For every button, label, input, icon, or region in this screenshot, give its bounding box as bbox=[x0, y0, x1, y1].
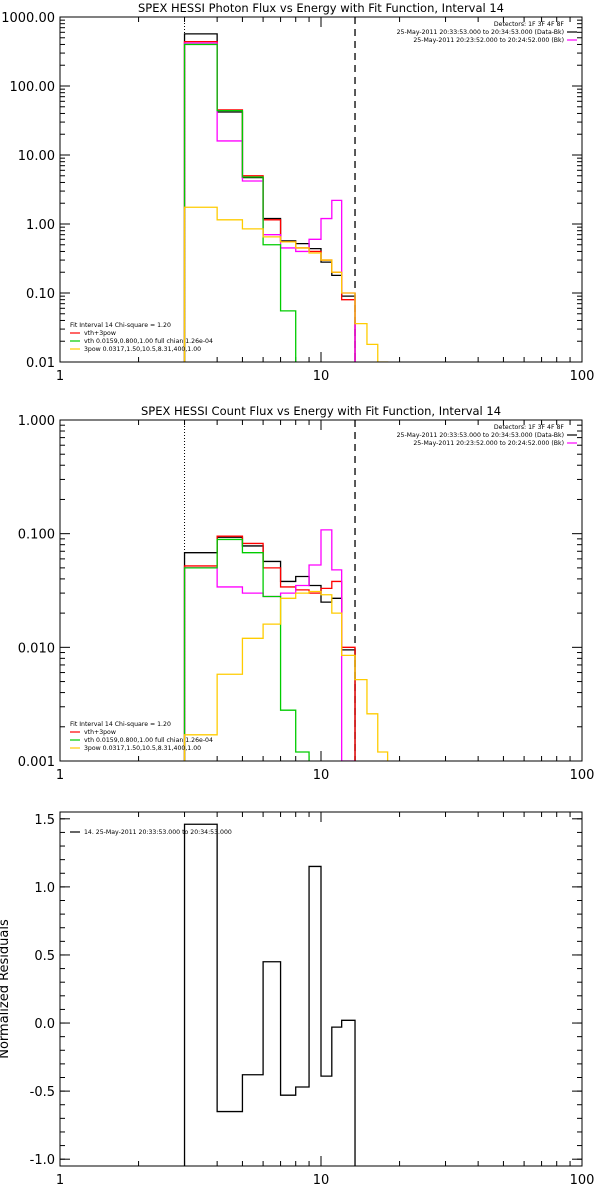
y-tick-label: 1.0 bbox=[34, 881, 55, 896]
y-tick-label: 0.0 bbox=[34, 1017, 55, 1032]
y-tick-label: 0.100 bbox=[18, 528, 55, 543]
plot-frame bbox=[59, 16, 583, 363]
y-tick-label: -1.0 bbox=[30, 1153, 55, 1168]
chart-title: SPEX HESSI Photon Flux vs Energy with Fi… bbox=[138, 1, 504, 15]
legend-label: vth+3pow bbox=[84, 330, 116, 337]
series-data-bk bbox=[183, 33, 356, 362]
header-annotation: 25-May-2011 20:23:52.000 to 20:24:52.000… bbox=[413, 440, 564, 447]
header-annotation: Detectors: 1F 3F 4F 8F bbox=[494, 424, 565, 431]
y-tick-label: 0.5 bbox=[34, 949, 55, 964]
legend-label: 3pow 0.0317,1.50,10.5,8.31,400,1.00 bbox=[84, 745, 201, 752]
plot-frame bbox=[59, 811, 583, 1167]
header-annotation: 25-May-2011 20:33:53.000 to 20:34:53.000… bbox=[397, 29, 564, 36]
series-vth-3pow bbox=[183, 535, 356, 761]
series-vth-3pow bbox=[183, 40, 356, 362]
series-3pow bbox=[183, 206, 389, 362]
header-annotation: 25-May-2011 20:23:52.000 to 20:24:52.000… bbox=[413, 37, 564, 44]
x-tick-label: 100 bbox=[570, 369, 595, 384]
y-tick-label: 0.001 bbox=[18, 755, 55, 770]
y-tick-label: 10.00 bbox=[18, 149, 55, 164]
legend-label: Fit Interval 14 Chi-square = 1.20 bbox=[70, 721, 171, 728]
series-3pow bbox=[183, 590, 389, 761]
legend-label: vth+3pow bbox=[84, 729, 116, 736]
y-tick-label: 1.000 bbox=[18, 414, 55, 429]
y-tick-label: 0.10 bbox=[26, 287, 55, 302]
series-14-25-may-2011-20-33-53-000-to-20-34-53-000 bbox=[183, 823, 356, 1166]
legend-label: 14. 25-May-2011 20:33:53.000 to 20:34:53… bbox=[84, 829, 232, 836]
legend-label: vth 0.0159,0.800,1.00 full chian 1.26e-0… bbox=[84, 338, 213, 345]
series-vth bbox=[183, 538, 310, 761]
x-tick-label: 10 bbox=[313, 768, 330, 783]
header-annotation: Detectors: 1F 3F 4F 8F bbox=[494, 21, 565, 28]
legend-label: vth 0.0159,0.800,1.00 full chian 1.26e-0… bbox=[84, 737, 213, 744]
x-tick-label: 1 bbox=[56, 1173, 64, 1188]
y-tick-label: 1000.00 bbox=[1, 11, 55, 26]
series-data-bk bbox=[183, 536, 356, 761]
x-tick-label: 10 bbox=[313, 369, 330, 384]
series-bk bbox=[183, 42, 356, 362]
y-tick-label: 0.010 bbox=[18, 641, 55, 656]
x-tick-label: 10 bbox=[313, 1173, 330, 1188]
series-bk bbox=[183, 529, 356, 761]
y-axis-label: Normalized Residuals bbox=[0, 919, 12, 1059]
plot-frame bbox=[59, 419, 583, 762]
y-tick-label: 0.01 bbox=[26, 356, 55, 371]
y-tick-label: -0.5 bbox=[30, 1085, 55, 1100]
x-tick-label: 1 bbox=[56, 768, 64, 783]
chart-title: SPEX HESSI Count Flux vs Energy with Fit… bbox=[141, 404, 501, 418]
y-tick-label: 1.5 bbox=[34, 813, 55, 828]
legend-label: Fit Interval 14 Chi-square = 1.20 bbox=[70, 322, 171, 329]
y-tick-label: 1.00 bbox=[26, 218, 55, 233]
y-tick-label: 100.00 bbox=[10, 80, 56, 95]
x-tick-label: 100 bbox=[570, 1173, 595, 1188]
header-annotation: 25-May-2011 20:33:53.000 to 20:34:53.000… bbox=[397, 432, 564, 439]
series-vth bbox=[183, 43, 297, 362]
x-tick-label: 100 bbox=[570, 768, 595, 783]
x-tick-label: 1 bbox=[56, 369, 64, 384]
legend-label: 3pow 0.0317,1.50,10.5,8.31,400,1.00 bbox=[84, 346, 201, 353]
